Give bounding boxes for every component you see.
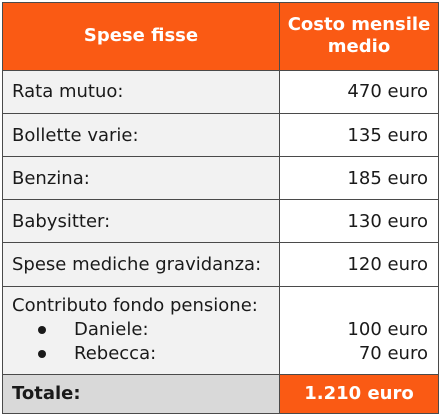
pension-label: Contributo fondo pensione: (12, 295, 258, 317)
list-item: Rebecca: (12, 342, 279, 366)
pension-item-value: 70 euro (358, 343, 428, 365)
row-value: 120 euro (279, 242, 439, 287)
pension-item-value: 100 euro (347, 319, 428, 341)
row-label: Benzina: (2, 156, 280, 201)
table-row: Rata mutuo: 470 euro (2, 69, 439, 114)
header-row: Spese fisse Costo mensile medio (2, 2, 439, 71)
total-label: Totale: (2, 373, 280, 415)
total-value: 1.210 euro (279, 373, 439, 415)
pension-row: Contributo fondo pensione: Daniele: Rebe… (2, 285, 439, 375)
table-row: Bollette varie: 135 euro (2, 112, 439, 158)
header-monthly-cost: Costo mensile medio (279, 2, 439, 71)
bullet-icon (38, 350, 46, 359)
header-fixed-expenses: Spese fisse (2, 2, 280, 71)
bullet-icon (38, 326, 46, 335)
total-row: Totale: 1.210 euro (2, 373, 439, 415)
table-row: Babysitter: 130 euro (2, 199, 439, 244)
table-row: Spese mediche gravidanza: 120 euro (2, 242, 439, 287)
row-label: Babysitter: (2, 199, 280, 244)
list-item: Daniele: (12, 318, 279, 342)
row-label: Rata mutuo: (2, 69, 280, 114)
row-value: 130 euro (279, 199, 439, 244)
row-label: Bollette varie: (2, 112, 280, 158)
row-value: 185 euro (279, 156, 439, 201)
row-label: Spese mediche gravidanza: (2, 242, 280, 287)
row-value: 135 euro (279, 112, 439, 158)
row-value: 470 euro (279, 69, 439, 114)
pension-item-name: Daniele: (74, 319, 149, 341)
pension-label-cell: Contributo fondo pensione: Daniele: Rebe… (2, 285, 280, 375)
table-row: Benzina: 185 euro (2, 156, 439, 201)
pension-item-name: Rebecca: (74, 343, 157, 365)
pension-value-cell: 100 euro 70 euro (279, 285, 439, 375)
